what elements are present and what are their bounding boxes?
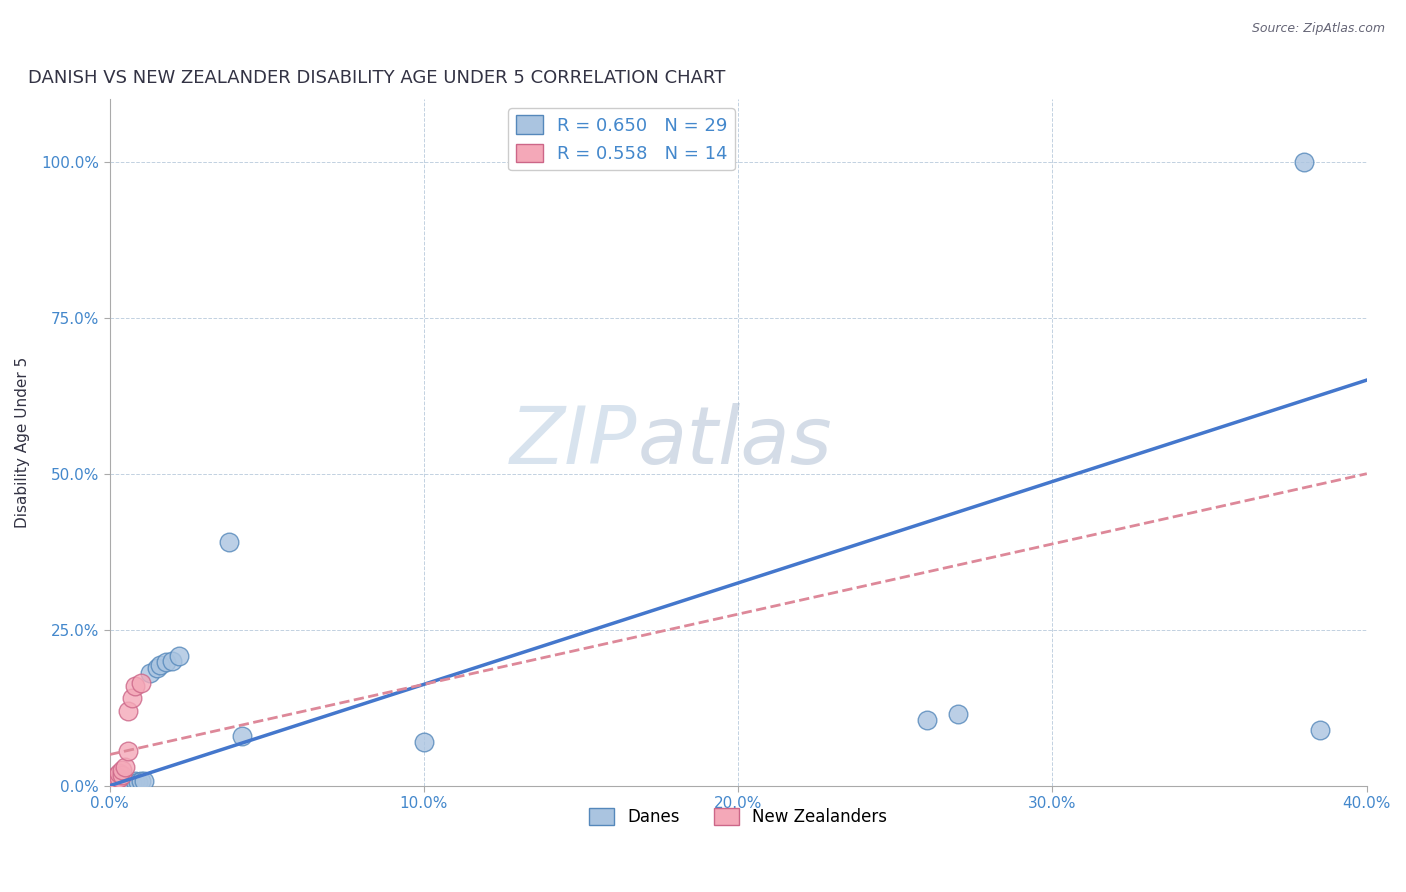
Point (155, 655, 177, 669)
Point (149, 658, 172, 673)
Point (108, 766, 131, 780)
Point (101, 777, 124, 791)
Point (129, 675, 152, 690)
Point (111, 763, 134, 777)
Point (139, 666, 162, 681)
Point (111, 775, 134, 789)
Text: DANISH VS NEW ZEALANDER DISABILITY AGE UNDER 5 CORRELATION CHART: DANISH VS NEW ZEALANDER DISABILITY AGE U… (28, 69, 725, 87)
Point (948, 706, 970, 721)
Point (167, 648, 190, 663)
Point (127, 775, 149, 789)
Point (231, 729, 253, 743)
Point (104, 772, 127, 787)
Point (104, 769, 127, 783)
Point (108, 776, 131, 790)
Point (114, 773, 136, 788)
Point (1309, 723, 1331, 737)
Point (108, 772, 131, 786)
Point (132, 773, 155, 788)
Point (162, 654, 184, 668)
Text: atlas: atlas (637, 403, 832, 482)
Point (1292, 154, 1315, 169)
Point (101, 775, 124, 789)
Point (124, 679, 146, 693)
Point (104, 775, 127, 789)
Point (104, 777, 127, 791)
Y-axis label: Disability Age Under 5: Disability Age Under 5 (15, 357, 30, 528)
Point (412, 735, 434, 749)
Point (114, 760, 136, 774)
Point (108, 775, 131, 789)
Point (111, 774, 134, 789)
Point (915, 713, 938, 727)
Point (218, 535, 240, 549)
Point (124, 774, 146, 789)
Text: ZIP: ZIP (510, 403, 637, 482)
Point (101, 776, 124, 790)
Text: Source: ZipAtlas.com: Source: ZipAtlas.com (1251, 22, 1385, 36)
Point (121, 691, 143, 706)
Point (117, 775, 139, 789)
Point (145, 661, 167, 675)
Legend: Danes, New Zealanders: Danes, New Zealanders (582, 801, 894, 832)
Point (101, 773, 124, 788)
Point (114, 776, 136, 790)
Point (121, 775, 143, 789)
Point (111, 767, 134, 781)
Point (117, 744, 139, 758)
Point (129, 774, 152, 789)
Point (117, 704, 139, 718)
